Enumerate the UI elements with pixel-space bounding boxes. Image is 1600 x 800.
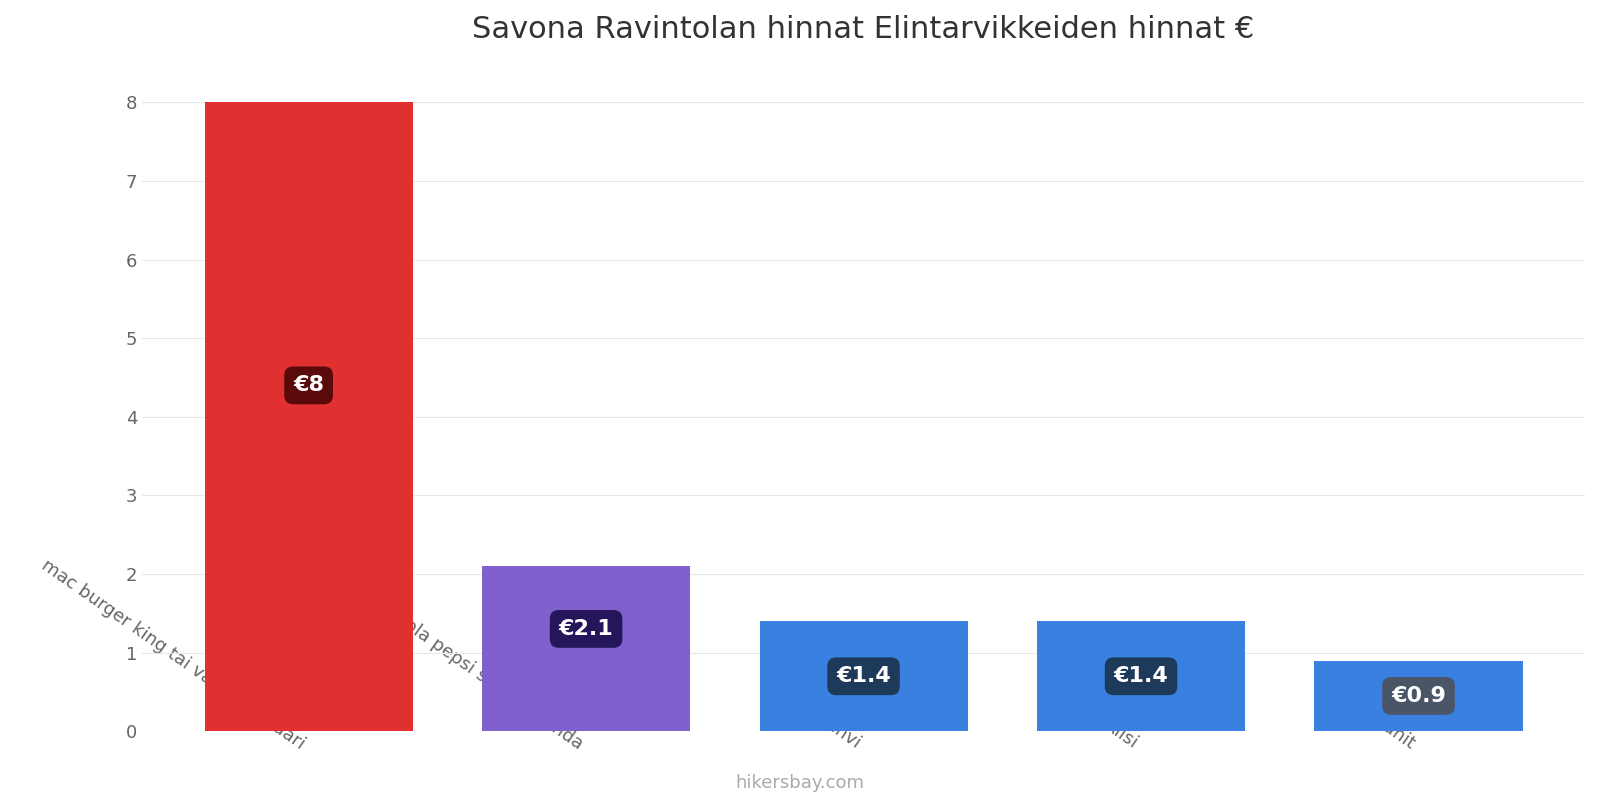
Text: €2.1: €2.1	[558, 619, 613, 639]
Bar	[482, 566, 690, 731]
Text: €1.4: €1.4	[1114, 666, 1168, 686]
Title: Savona Ravintolan hinnat Elintarvikkeiden hinnat €: Savona Ravintolan hinnat Elintarvikkeide…	[472, 15, 1254, 44]
Bar	[760, 622, 968, 731]
Bar	[205, 102, 413, 731]
Bar	[1315, 661, 1523, 731]
Bar	[1037, 622, 1245, 731]
Text: hikersbay.com: hikersbay.com	[736, 774, 864, 792]
Text: €8: €8	[293, 375, 325, 395]
Text: €1.4: €1.4	[837, 666, 891, 686]
Text: €0.9: €0.9	[1390, 686, 1446, 706]
